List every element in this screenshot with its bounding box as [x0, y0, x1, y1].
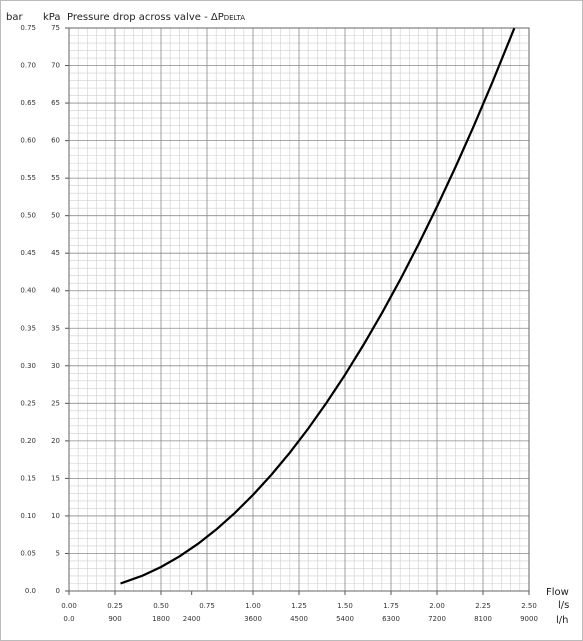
x2-tick-label: 5400: [336, 615, 354, 623]
y-tick-label: 45: [51, 249, 60, 257]
x-tick-label: 2.25: [475, 602, 491, 610]
y2-tick-label: 0.35: [20, 324, 36, 332]
y-tick-label: 60: [51, 137, 60, 145]
x-label: Flow: [546, 587, 569, 598]
y-tick-label: 75: [51, 24, 60, 32]
y2-tick-label: 0.05: [20, 549, 36, 557]
y-unit-right: kPa: [43, 12, 61, 23]
x-tick-label: 2.50: [521, 602, 537, 610]
x2-tick-label: 3600: [244, 615, 262, 623]
y-tick-label: 50: [51, 212, 60, 220]
y-unit-left: bar: [6, 12, 23, 23]
x2-tick-label: 7200: [428, 615, 446, 623]
plot-border: [68, 27, 530, 592]
y-tick-label: 70: [51, 62, 60, 70]
y2-tick-label: 0.55: [20, 174, 36, 182]
x2-tick-label: 8100: [474, 615, 492, 623]
y2-tick-label: 0.65: [20, 99, 36, 107]
y-tick-label: 65: [51, 99, 60, 107]
x-tick-label: 0.75: [199, 602, 215, 610]
chart-title: Pressure drop across valve - ΔPDELTA: [67, 12, 245, 23]
y2-tick-label: 0.10: [20, 512, 36, 520]
y2-tick-label: 0.0: [25, 587, 36, 595]
y-tick-label: 35: [51, 324, 60, 332]
x-tick-label: 0.25: [107, 602, 123, 610]
x-unit: l/s: [558, 600, 569, 611]
y-tick-label: 15: [51, 474, 60, 482]
x2-tick-label: 9000: [520, 615, 538, 623]
x-tick-label: 2.00: [429, 602, 445, 610]
y-tick-label: 55: [51, 174, 60, 182]
y2-tick-label: 0.60: [20, 137, 36, 145]
x2-tick-label: 2400: [183, 615, 201, 623]
x2-tick-label: 1800: [152, 615, 170, 623]
y-tick-label: 5: [56, 549, 60, 557]
x2-tick-label: 900: [108, 615, 121, 623]
x-tick-label: 1.25: [291, 602, 307, 610]
y-tick-label: 20: [51, 437, 60, 445]
x-tick-label: 0.00: [61, 602, 77, 610]
x2-tick-label: 0.0: [63, 615, 74, 623]
y-tick-label: 40: [51, 287, 60, 295]
x-tick-label: 0.50: [153, 602, 169, 610]
y2-tick-label: 0.15: [20, 474, 36, 482]
title-main: Pressure drop across valve - ΔP: [67, 12, 224, 23]
y-tick-label: 30: [51, 362, 60, 370]
x2-tick-label: 6300: [382, 615, 400, 623]
title-subscript: DELTA: [224, 14, 245, 22]
y2-tick-label: 0.75: [20, 24, 36, 32]
x-tick-label: 1.00: [245, 602, 261, 610]
curve: [120, 27, 516, 585]
x2-tick-label: 4500: [290, 615, 308, 623]
x2-unit: l/h: [556, 615, 569, 626]
y2-tick-label: 0.50: [20, 212, 36, 220]
y2-tick-label: 0.40: [20, 287, 36, 295]
y2-tick-label: 0.45: [20, 249, 36, 257]
y-tick-label: 25: [51, 399, 60, 407]
y2-tick-label: 0.30: [20, 362, 36, 370]
y2-tick-label: 0.25: [20, 399, 36, 407]
y2-tick-label: 0.70: [20, 62, 36, 70]
y-tick-label: 0: [56, 587, 60, 595]
y-tick-label: 10: [51, 512, 60, 520]
x-tick-label: 1.50: [337, 602, 353, 610]
x-tick-label: 1.75: [383, 602, 399, 610]
y2-tick-label: 0.20: [20, 437, 36, 445]
